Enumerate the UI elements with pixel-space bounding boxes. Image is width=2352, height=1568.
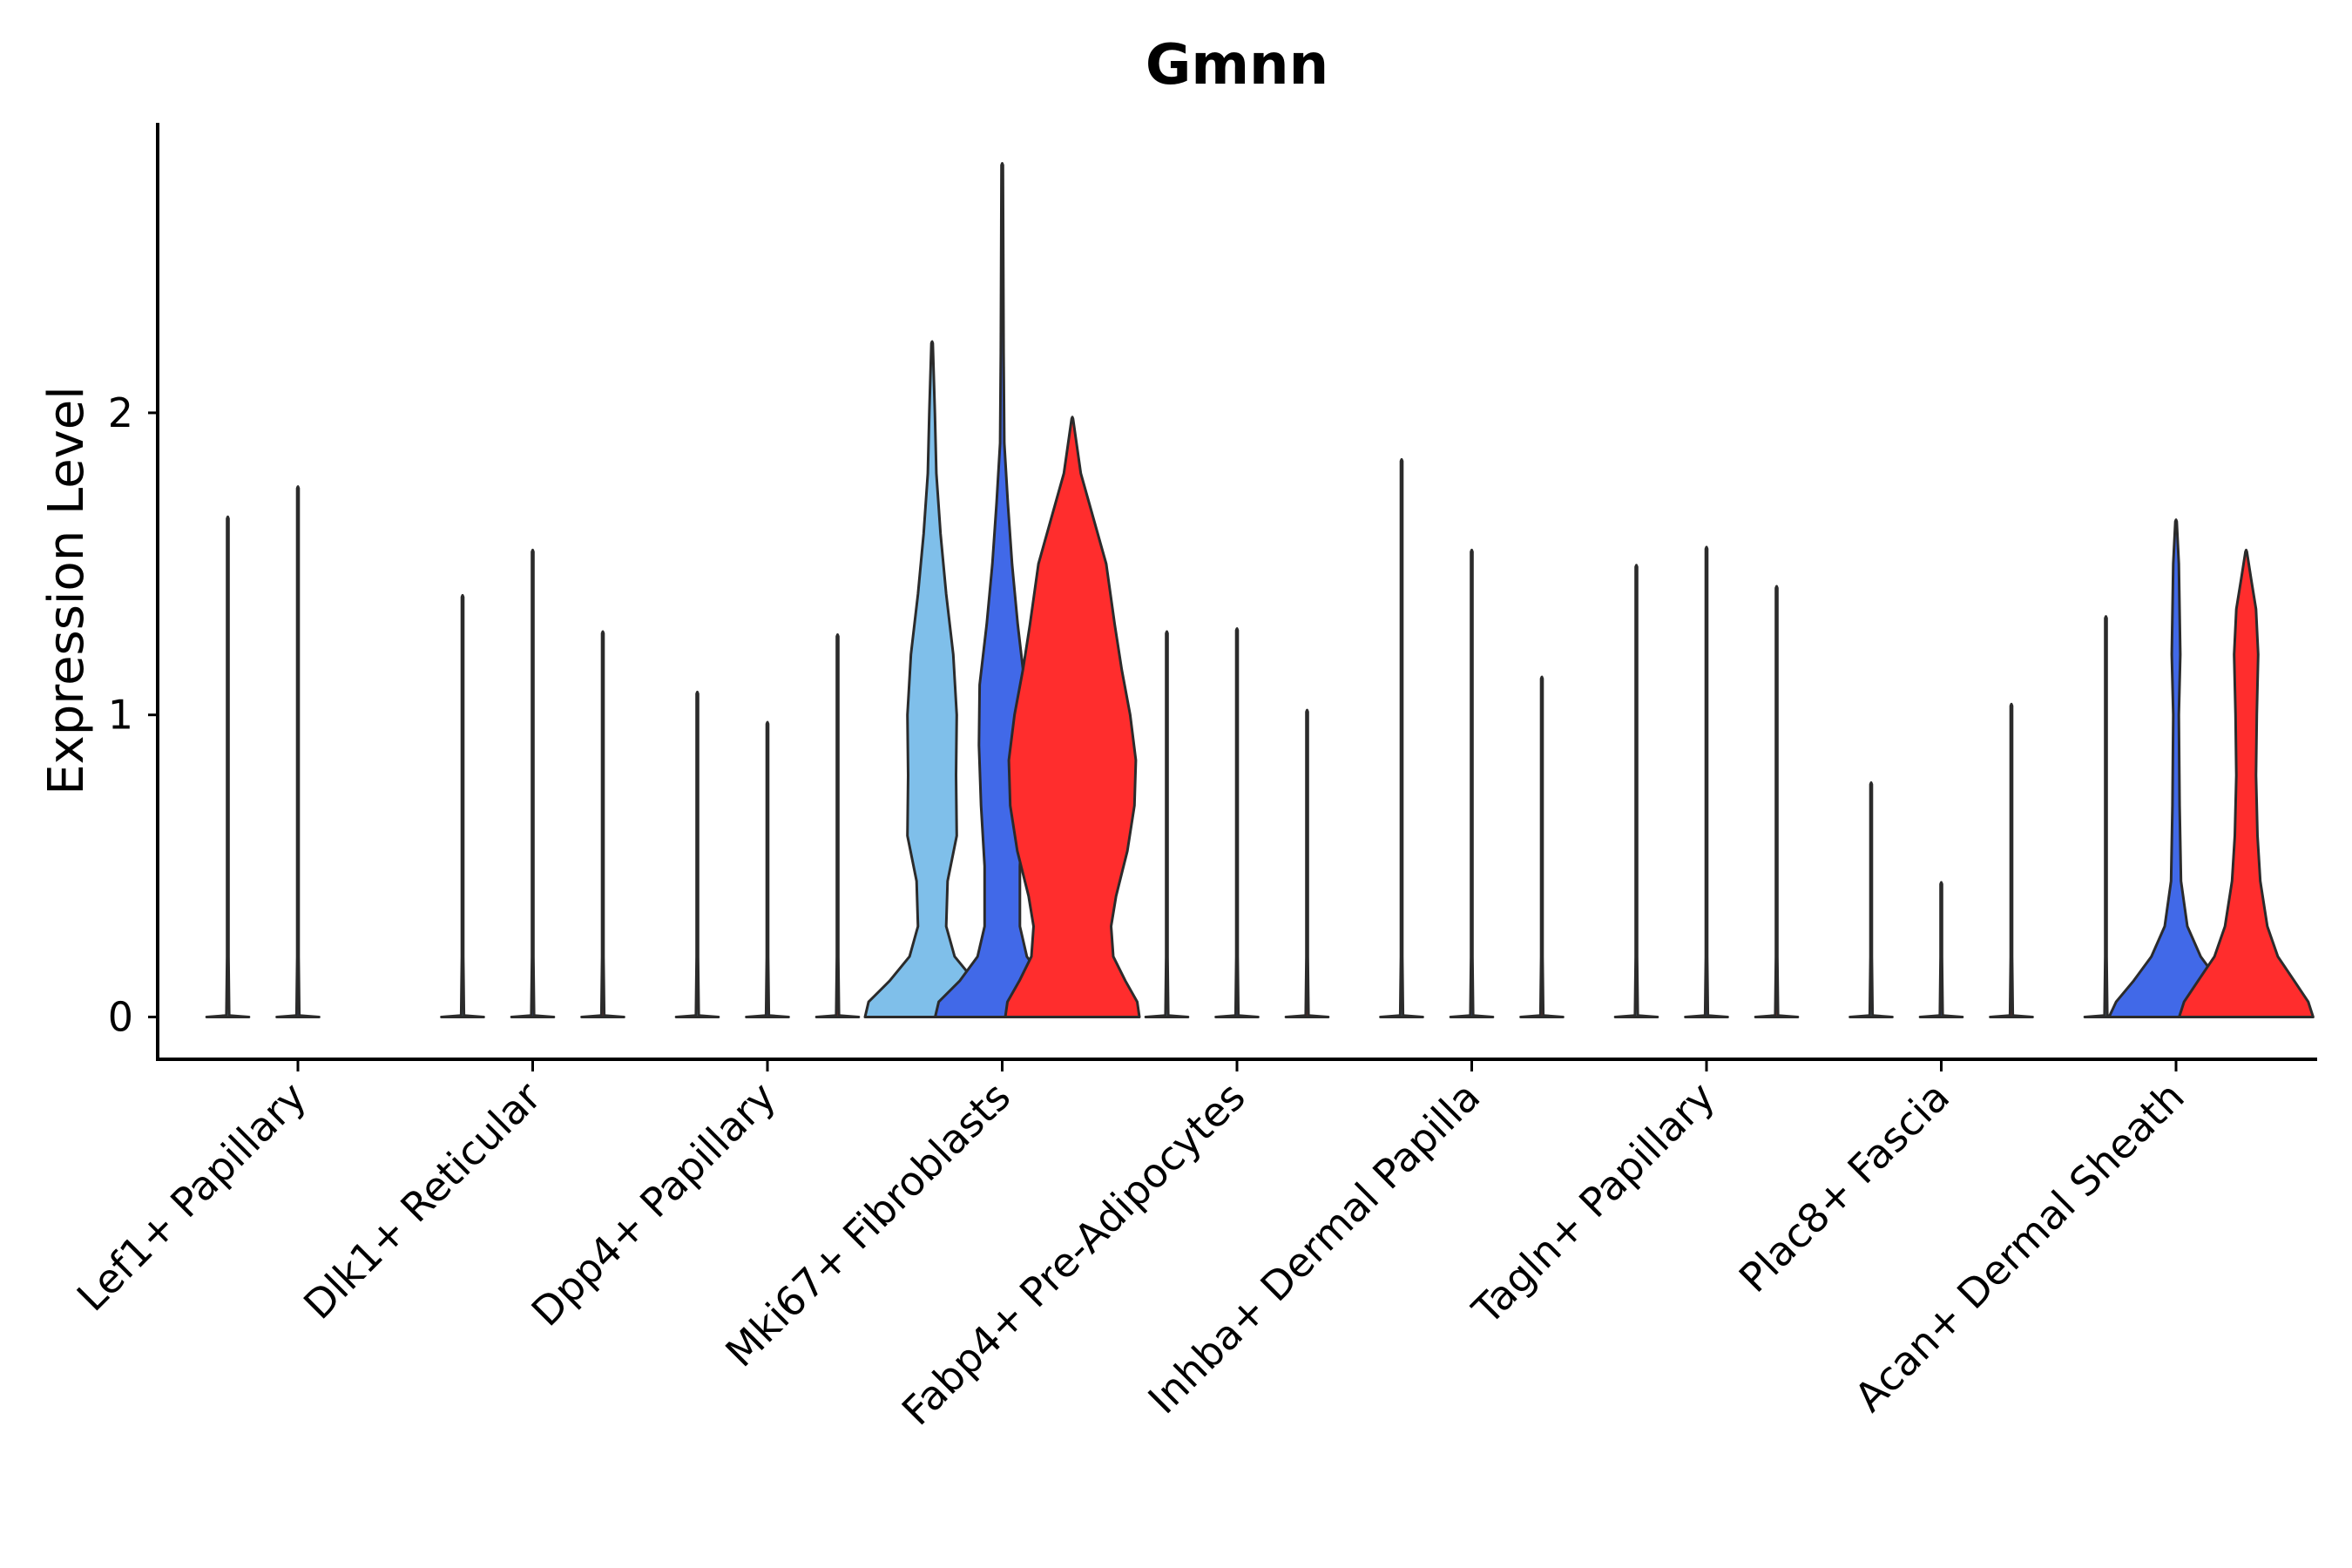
violin-fabp4-pre-adipocytes-3 xyxy=(1284,708,1330,1018)
violin-mki67-fibroblasts-3 xyxy=(1004,416,1141,1018)
chart-title: Gmnn xyxy=(1146,33,1328,98)
violin-tagln-papillary-3 xyxy=(1754,585,1800,1018)
violin-tagln-papillary-1 xyxy=(1613,564,1659,1018)
x-tick-label: Dlk1+ Reticular xyxy=(294,1073,550,1328)
violin-dpp4-papillary-3 xyxy=(814,633,861,1018)
violin-inhba-dermal-papilla-3 xyxy=(1519,675,1565,1018)
x-tick-label: Tagln+ Papillary xyxy=(1463,1073,1724,1335)
violin-plac8-fascia-1 xyxy=(1848,781,1894,1018)
y-tick-label: 1 xyxy=(108,692,133,739)
violin-dlk1-reticular-1 xyxy=(440,593,485,1018)
violin-inhba-dermal-papilla-1 xyxy=(1379,457,1424,1018)
y-tick-label: 0 xyxy=(108,993,133,1040)
x-tick-label: Lef1+ Papillary xyxy=(68,1073,315,1321)
violin-plac8-fascia-3 xyxy=(1989,702,2034,1018)
violin-mki67-fibroblasts-1 xyxy=(863,340,1001,1018)
x-tick-label: Plac8+ Fascia xyxy=(1730,1073,1958,1301)
y-ticks: 0 1 2 xyxy=(108,389,158,1040)
violin-plac8-fascia-2 xyxy=(1918,881,1964,1018)
violins xyxy=(205,162,2315,1018)
violin-inhba-dermal-papilla-2 xyxy=(1449,548,1495,1018)
violin-fabp4-pre-adipocytes-2 xyxy=(1214,627,1260,1018)
violin-dlk1-reticular-2 xyxy=(510,548,556,1018)
violin-dlk1-reticular-3 xyxy=(580,630,625,1018)
violin-dpp4-papillary-2 xyxy=(745,720,790,1018)
x-tick-label: Dpp4+ Papillary xyxy=(523,1073,785,1335)
violin-acan-dermal-sheath-1 xyxy=(2083,615,2129,1018)
violin-acan-dermal-sheath-3 xyxy=(2178,548,2315,1018)
violin-acan-dermal-sheath-2 xyxy=(2107,518,2245,1018)
violin-fabp4-pre-adipocytes-1 xyxy=(1144,630,1190,1018)
y-tick-label: 2 xyxy=(108,389,133,436)
y-axis-label: Expression Level xyxy=(38,386,95,795)
violin-lef1-papillary-1 xyxy=(205,515,251,1018)
violin-lef1-papillary-2 xyxy=(275,485,321,1018)
violin-dpp4-papillary-1 xyxy=(674,690,720,1018)
violin-tagln-papillary-2 xyxy=(1684,545,1729,1018)
